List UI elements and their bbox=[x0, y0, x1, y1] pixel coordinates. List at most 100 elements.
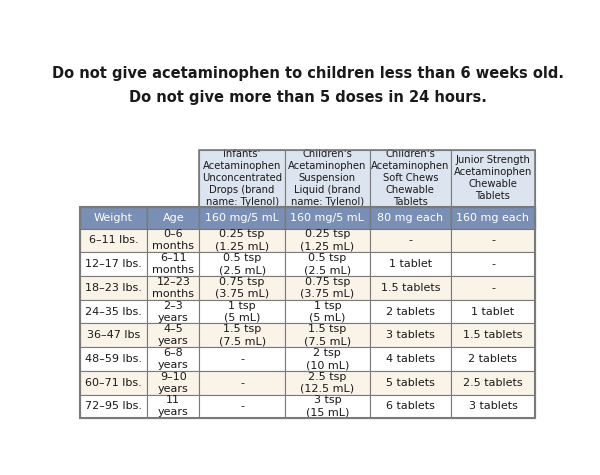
Text: -: - bbox=[240, 378, 244, 388]
Bar bbox=[285, 228, 370, 252]
Text: -: - bbox=[491, 259, 495, 269]
Bar bbox=[451, 228, 535, 252]
Text: 2.5 tsp
(12.5 mL): 2.5 tsp (12.5 mL) bbox=[300, 372, 355, 394]
Text: 2 tsp
(10 mL): 2 tsp (10 mL) bbox=[305, 348, 349, 370]
Bar bbox=[451, 347, 535, 371]
Bar bbox=[147, 300, 199, 323]
Text: 12–23
months: 12–23 months bbox=[152, 277, 194, 299]
Bar bbox=[285, 276, 370, 300]
Bar bbox=[370, 371, 451, 395]
Bar bbox=[199, 150, 535, 207]
Text: 160 mg/5 mL: 160 mg/5 mL bbox=[290, 212, 364, 223]
Bar bbox=[147, 347, 199, 371]
Bar bbox=[199, 347, 285, 371]
Bar bbox=[370, 347, 451, 371]
Text: Weight: Weight bbox=[94, 212, 133, 223]
Text: 0.75 tsp
(3.75 mL): 0.75 tsp (3.75 mL) bbox=[215, 277, 269, 299]
Bar bbox=[285, 395, 370, 418]
Text: 4–5
years: 4–5 years bbox=[158, 324, 188, 346]
Bar bbox=[147, 371, 199, 395]
Text: 6–11 lbs.: 6–11 lbs. bbox=[89, 236, 138, 246]
Bar bbox=[199, 300, 285, 323]
Bar bbox=[285, 150, 370, 207]
Bar bbox=[370, 150, 451, 207]
Bar bbox=[370, 207, 451, 228]
Bar bbox=[147, 395, 199, 418]
Bar bbox=[285, 347, 370, 371]
Text: 24–35 lbs.: 24–35 lbs. bbox=[85, 306, 142, 317]
Text: 6–11
months: 6–11 months bbox=[152, 253, 194, 275]
Bar bbox=[199, 252, 285, 276]
Bar bbox=[451, 150, 535, 207]
Bar bbox=[80, 323, 147, 347]
Bar bbox=[370, 323, 451, 347]
Bar bbox=[451, 252, 535, 276]
Text: 0.5 tsp
(2.5 mL): 0.5 tsp (2.5 mL) bbox=[304, 253, 351, 275]
Bar bbox=[80, 395, 147, 418]
Text: 1 tablet: 1 tablet bbox=[389, 259, 432, 269]
Text: 2.5 tablets: 2.5 tablets bbox=[463, 378, 523, 388]
Text: 1.5 tsp
(7.5 mL): 1.5 tsp (7.5 mL) bbox=[304, 324, 351, 346]
Text: -: - bbox=[240, 354, 244, 364]
Text: 0–6
months: 0–6 months bbox=[152, 229, 194, 251]
Text: Junior Strength
Acetaminophen
Chewable
Tablets: Junior Strength Acetaminophen Chewable T… bbox=[454, 155, 532, 201]
Text: 36–47 lbs: 36–47 lbs bbox=[87, 330, 140, 340]
Text: 6 tablets: 6 tablets bbox=[386, 401, 434, 411]
Text: 0.25 tsp
(1.25 mL): 0.25 tsp (1.25 mL) bbox=[300, 229, 355, 251]
Text: 4 tablets: 4 tablets bbox=[386, 354, 435, 364]
Bar bbox=[80, 207, 147, 228]
Bar bbox=[80, 150, 147, 207]
Bar bbox=[451, 300, 535, 323]
Bar bbox=[451, 276, 535, 300]
Text: -: - bbox=[408, 236, 412, 246]
Text: 5 tablets: 5 tablets bbox=[386, 378, 434, 388]
Text: Do not give more than 5 doses in 24 hours.: Do not give more than 5 doses in 24 hour… bbox=[128, 90, 487, 105]
Text: 1.5 tablets: 1.5 tablets bbox=[463, 330, 523, 340]
Text: 18–23 lbs.: 18–23 lbs. bbox=[85, 283, 142, 293]
Text: Children's
Acetaminophen
Suspension
Liquid (brand
name: Tylenol): Children's Acetaminophen Suspension Liqu… bbox=[288, 150, 367, 208]
Bar bbox=[451, 371, 535, 395]
Bar bbox=[147, 252, 199, 276]
Bar bbox=[285, 371, 370, 395]
Text: 3 tablets: 3 tablets bbox=[386, 330, 434, 340]
Text: 6–8
years: 6–8 years bbox=[158, 348, 188, 370]
Bar bbox=[451, 323, 535, 347]
Bar bbox=[451, 395, 535, 418]
Bar bbox=[80, 228, 147, 252]
Bar bbox=[80, 371, 147, 395]
Bar bbox=[285, 252, 370, 276]
Text: 11
years: 11 years bbox=[158, 396, 188, 418]
Bar bbox=[451, 207, 535, 228]
Text: -: - bbox=[491, 236, 495, 246]
Text: 1.5 tsp
(7.5 mL): 1.5 tsp (7.5 mL) bbox=[218, 324, 266, 346]
Text: -: - bbox=[491, 283, 495, 293]
Text: Children's
Acetaminophen
Soft Chews
Chewable
Tablets: Children's Acetaminophen Soft Chews Chew… bbox=[371, 150, 449, 208]
Text: 1 tsp
(5 mL): 1 tsp (5 mL) bbox=[224, 301, 260, 323]
Text: 160 mg/5 mL: 160 mg/5 mL bbox=[205, 212, 279, 223]
Bar bbox=[147, 150, 199, 207]
Text: 9–10
years: 9–10 years bbox=[158, 372, 188, 394]
Text: 1.5 tablets: 1.5 tablets bbox=[380, 283, 440, 293]
Bar bbox=[285, 323, 370, 347]
Bar bbox=[370, 300, 451, 323]
Bar bbox=[199, 276, 285, 300]
Text: Age: Age bbox=[163, 212, 184, 223]
Text: 72–95 lbs.: 72–95 lbs. bbox=[85, 401, 142, 411]
Bar bbox=[199, 323, 285, 347]
Bar bbox=[199, 371, 285, 395]
Text: 48–59 lbs.: 48–59 lbs. bbox=[85, 354, 142, 364]
Bar bbox=[80, 252, 147, 276]
Bar bbox=[370, 276, 451, 300]
Bar bbox=[285, 207, 370, 228]
Bar bbox=[370, 395, 451, 418]
Bar bbox=[80, 300, 147, 323]
Bar bbox=[370, 228, 451, 252]
Text: 80 mg each: 80 mg each bbox=[377, 212, 443, 223]
Text: 1 tablet: 1 tablet bbox=[472, 306, 515, 317]
Text: 0.25 tsp
(1.25 mL): 0.25 tsp (1.25 mL) bbox=[215, 229, 269, 251]
Text: 2 tablets: 2 tablets bbox=[386, 306, 435, 317]
Text: 12–17 lbs.: 12–17 lbs. bbox=[85, 259, 142, 269]
Bar bbox=[199, 228, 285, 252]
Text: Infants'
Acetaminophen
Unconcentrated
Drops (brand
name: Tylenol): Infants' Acetaminophen Unconcentrated Dr… bbox=[202, 150, 282, 208]
Bar bbox=[199, 150, 285, 207]
